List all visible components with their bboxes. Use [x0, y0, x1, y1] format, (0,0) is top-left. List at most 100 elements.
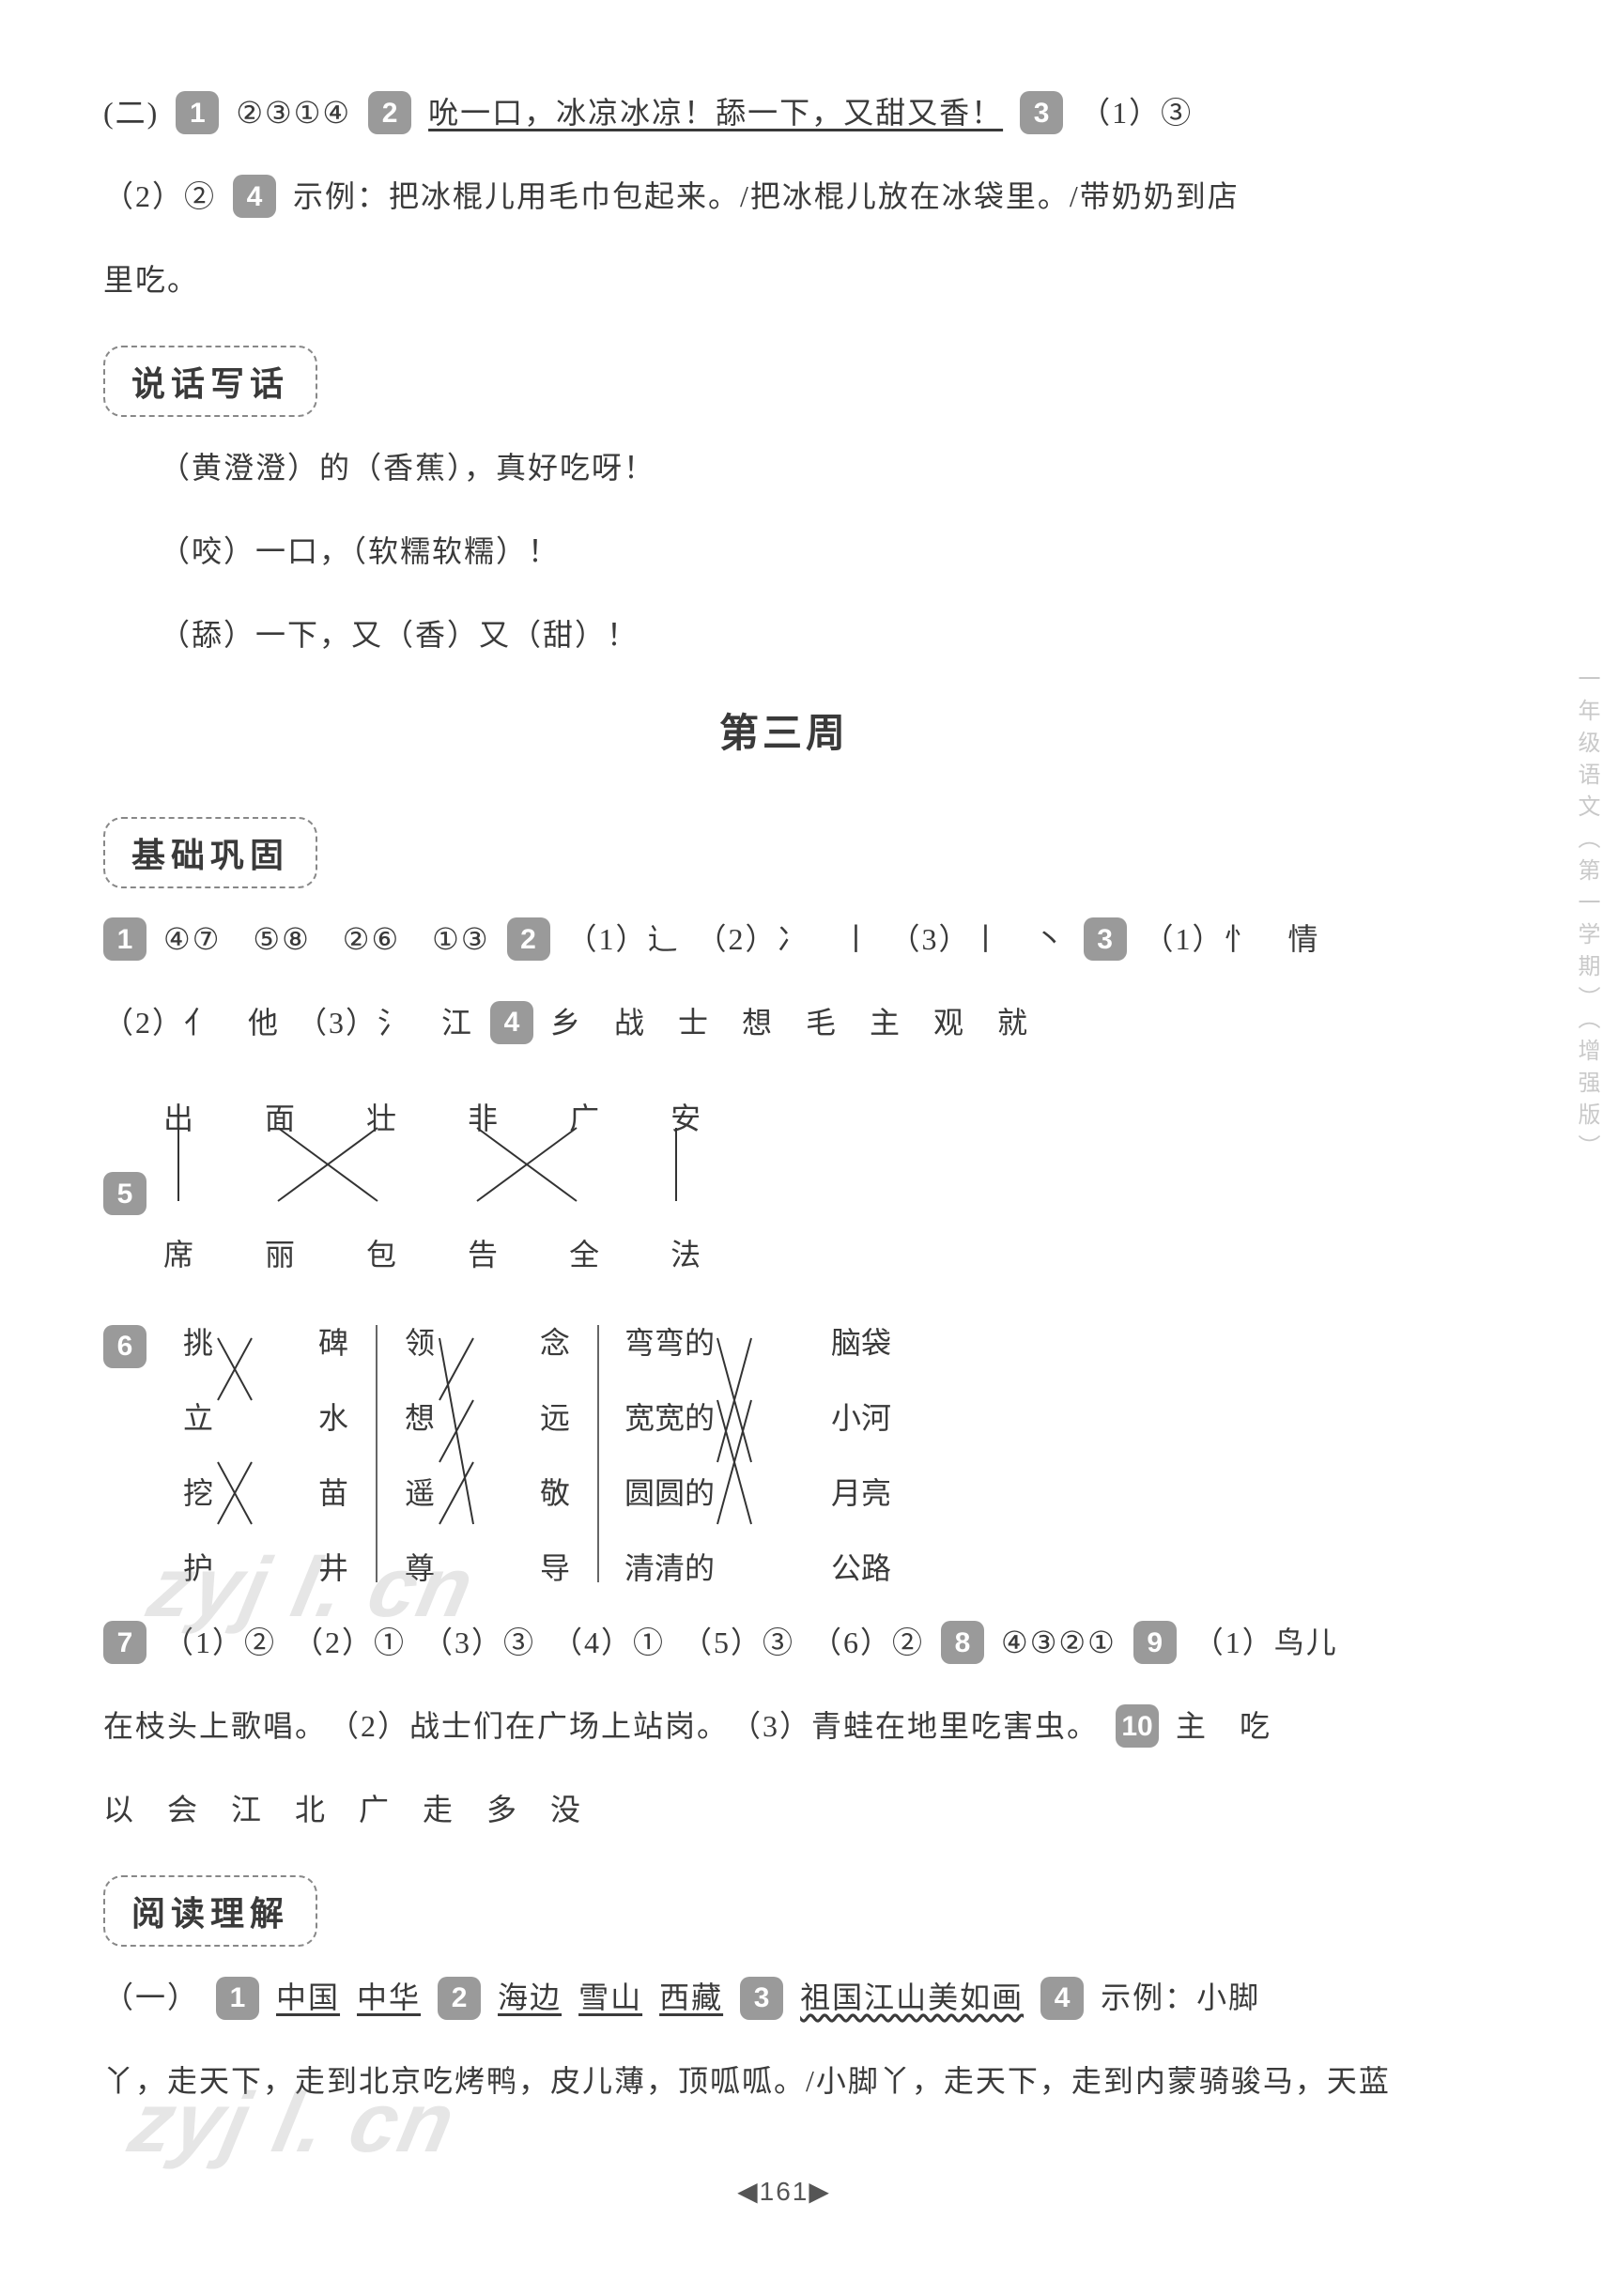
text: 中国: [276, 1969, 340, 2026]
match-char: 面: [265, 1090, 297, 1148]
answer-line: （一） 1 中国 中华 2 海边 雪山 西藏 3 祖国江山美如画 4 示例：小脚: [103, 1969, 1465, 2026]
match-char: 告: [468, 1226, 500, 1284]
text: （1）辶 （2）冫 丨 （3）丨 丶: [567, 911, 1067, 968]
match-char: 席: [163, 1226, 195, 1284]
text: （2）亻 他 （3）氵 江: [103, 994, 473, 1052]
match-char: 安: [670, 1090, 702, 1148]
match-cell: 远: [532, 1395, 578, 1438]
text: （黄澄澄）的（香蕉），真好吃呀！: [160, 439, 655, 497]
badge-3: 3: [1020, 91, 1063, 134]
text: （咬）一口，（软糯软糯）！: [160, 523, 560, 580]
answer-line: 里吃。: [103, 252, 1465, 309]
badge-1: 1: [216, 1977, 259, 2020]
match-cell: 敬: [532, 1470, 578, 1513]
text: （1）鸟儿: [1194, 1614, 1338, 1672]
badge-8: 8: [941, 1621, 984, 1664]
text: ④⑦ ⑤⑧ ②⑥ ①③: [163, 911, 490, 968]
match-row-top: 出面壮非广安: [163, 1090, 702, 1148]
match-char: 非: [468, 1090, 500, 1148]
badge-4: 4: [233, 175, 276, 218]
match-cell: 水: [310, 1395, 357, 1438]
match-group: 挑立挖护 碑水苗井: [175, 1319, 357, 1588]
match-row-bottom: 席丽包告全法: [163, 1226, 702, 1284]
page-number: ◀161▶: [103, 2176, 1465, 2207]
badge-4: 4: [1040, 1977, 1084, 2020]
badge-2: 2: [438, 1977, 481, 2020]
answer-line: 7 （1）② （2）① （3）③ （4）① （5）③ （6）② 8 ④③②① 9…: [103, 1614, 1465, 1672]
match-cell: 脑袋: [809, 1319, 913, 1363]
text: 在枝头上歌唱。 （2）战士们在广场上站岗。 （3）青蛙在地里吃害虫。: [103, 1698, 1099, 1755]
match-group: 领想遥尊念远敬导: [396, 1319, 578, 1588]
divider: [376, 1325, 378, 1582]
match-cell: 小河: [809, 1395, 913, 1438]
divider: [597, 1325, 599, 1582]
match-cell: 护: [175, 1545, 222, 1588]
section-heading-yuedu: 阅读理解: [103, 1875, 317, 1947]
answer-text: （2）②: [103, 168, 216, 225]
badge-3: 3: [740, 1977, 783, 2020]
matching-diagram-q6: 挑立挖护 碑水苗井领想遥尊念远敬导弯弯的宽宽的圆圆的清清的 脑袋小河月亮公路: [175, 1319, 913, 1588]
text: 主 吃: [1176, 1698, 1271, 1755]
text: 祖国江山美如画: [800, 1969, 1024, 2026]
badge-4: 4: [490, 1001, 533, 1044]
text: 海边: [498, 1969, 562, 2026]
text: 乡 战 士 想 毛 主 观 就: [550, 994, 1029, 1052]
match-cell: 想: [396, 1395, 443, 1438]
match-char: 壮: [366, 1090, 398, 1148]
section-heading-jichu: 基础巩固: [103, 817, 317, 888]
side-label: 一年级语文（第一学期）（增强版）: [1570, 667, 1603, 1166]
answer-text: 吮一口，冰凉冰凉！舔一下，又甜又香！: [428, 85, 1003, 142]
match-cell: 领: [396, 1319, 443, 1363]
match-cell: 遥: [396, 1470, 443, 1513]
badge-6: 6: [103, 1325, 146, 1368]
text: ④③②①: [1001, 1614, 1117, 1672]
text: 中华: [357, 1969, 421, 2026]
match-char: 法: [670, 1226, 702, 1284]
match-cell: 苗: [310, 1470, 357, 1513]
matching-diagram-q5: 出面壮非广安 席丽包告全法: [163, 1090, 702, 1284]
match-char: 包: [366, 1226, 398, 1284]
text: 示例：小脚: [1101, 1969, 1260, 2026]
label-sub-1: （一）: [103, 1969, 199, 2026]
match-cell: 立: [175, 1395, 222, 1438]
badge-10: 10: [1116, 1704, 1159, 1748]
match-cell: 月亮: [809, 1470, 913, 1513]
text: 雪山: [578, 1969, 642, 2026]
match-cell: 公路: [809, 1545, 913, 1588]
text: 西藏: [659, 1969, 723, 2026]
answer-line: 丫，走天下，走到北京吃烤鸭，皮儿薄，顶呱呱。/小脚丫，走天下，走到内蒙骑骏马，天…: [103, 2053, 1465, 2110]
match-cell: 弯弯的: [618, 1319, 721, 1363]
sentence-line: （舔）一下，又（香）又（甜）！: [103, 607, 1465, 664]
match-cell: 清清的: [618, 1545, 721, 1588]
answer-text: 示例：把冰棍儿用毛巾包起来。/把冰棍儿放在冰袋里。/带奶奶到店: [293, 168, 1240, 225]
answer-text: （1）③: [1080, 85, 1193, 142]
match-cell: 宽宽的: [618, 1395, 721, 1438]
match-cell: 念: [532, 1319, 578, 1363]
text: 以 会 江 北 广 走 多 没: [103, 1781, 582, 1839]
badge-1: 1: [176, 91, 219, 134]
match-char: 广: [569, 1090, 601, 1148]
match-cell: 碑: [310, 1319, 357, 1363]
match-char: 全: [569, 1226, 601, 1284]
badge-3: 3: [1084, 917, 1127, 961]
section-heading-shuohua: 说话写话: [103, 346, 317, 417]
answer-line: (二) 1 ②③①④ 2 吮一口，冰凉冰凉！舔一下，又甜又香！ 3 （1）③: [103, 85, 1465, 142]
match-cell: 挑: [175, 1319, 222, 1363]
text: （舔）一下，又（香）又（甜）！: [160, 607, 639, 664]
sentence-line: （黄澄澄）的（香蕉），真好吃呀！: [103, 439, 1465, 497]
answer-text: 里吃。: [103, 252, 199, 309]
match-char: 出: [163, 1090, 195, 1148]
text: 丫，走天下，走到北京吃烤鸭，皮儿薄，顶呱呱。/小脚丫，走天下，走到内蒙骑骏马，天…: [103, 2053, 1391, 2110]
match-cell: 井: [310, 1545, 357, 1588]
sentence-line: （咬）一口，（软糯软糯）！: [103, 523, 1465, 580]
answer-line: 5 出面壮非广安 席丽包告全法: [103, 1077, 1465, 1310]
match-cell: 圆圆的: [618, 1470, 721, 1513]
badge-9: 9: [1133, 1621, 1177, 1664]
badge-7: 7: [103, 1621, 146, 1664]
answer-text: ②③①④: [236, 85, 351, 142]
text: （1）忄 情: [1144, 911, 1320, 968]
match-cell: 挖: [175, 1470, 222, 1513]
answer-line: （2）亻 他 （3）氵 江 4 乡 战 士 想 毛 主 观 就: [103, 994, 1465, 1052]
badge-2: 2: [368, 91, 411, 134]
badge-1: 1: [103, 917, 146, 961]
